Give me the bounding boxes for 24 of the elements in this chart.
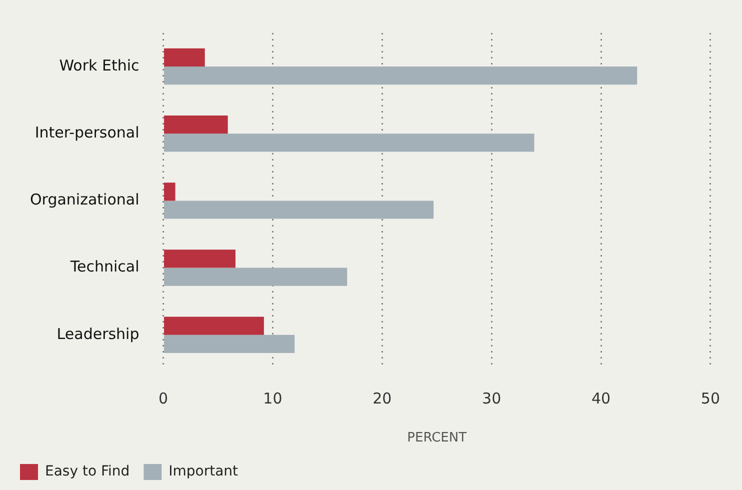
y-tick-label: Inter-personal bbox=[34, 124, 140, 142]
x-tick-label: 10 bbox=[263, 389, 282, 408]
bar bbox=[164, 268, 348, 286]
bar bbox=[164, 116, 228, 134]
y-tick-label: Leadership bbox=[56, 324, 140, 343]
y-tick-label: Technical bbox=[69, 258, 140, 276]
bar bbox=[164, 134, 534, 152]
x-tick-label: 30 bbox=[482, 389, 502, 408]
bar bbox=[164, 48, 205, 67]
x-tick-label: 0 bbox=[158, 389, 168, 408]
bar bbox=[164, 316, 264, 335]
bar bbox=[164, 250, 236, 268]
bar bbox=[164, 200, 434, 219]
bar bbox=[164, 66, 638, 85]
x-tick-label: 50 bbox=[700, 389, 720, 408]
y-tick-label: Organizational bbox=[30, 190, 140, 209]
bar bbox=[164, 334, 295, 353]
x-tick-label: 20 bbox=[372, 389, 392, 408]
y-tick-label: Work Ethic bbox=[59, 56, 140, 74]
legend-label: Important bbox=[168, 464, 239, 480]
x-tick-label: 40 bbox=[591, 389, 611, 408]
legend-label: Easy to Find bbox=[45, 464, 130, 480]
bar bbox=[164, 182, 176, 201]
x-axis-title: PERCENT bbox=[407, 430, 467, 446]
